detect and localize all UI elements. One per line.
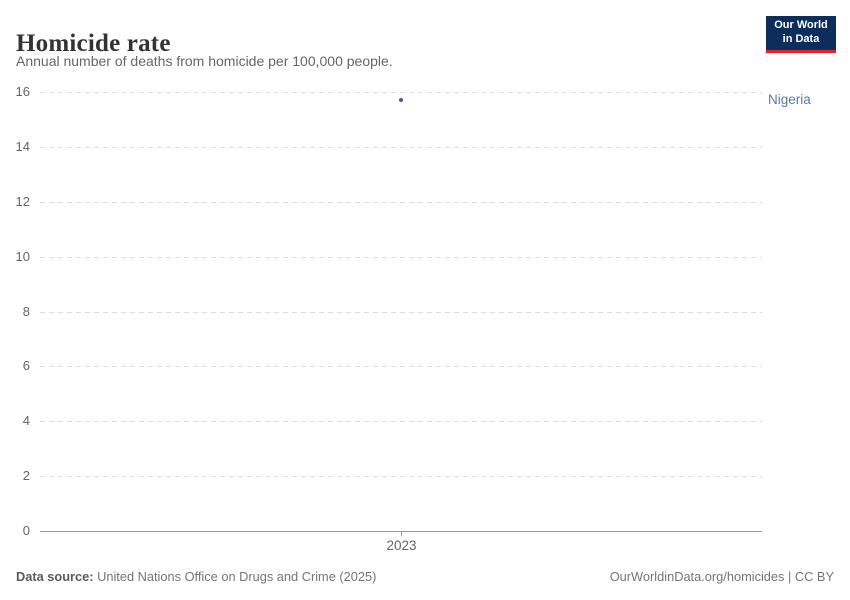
y-tick-label: 2 xyxy=(22,468,30,484)
gridline xyxy=(40,311,762,313)
entity-label[interactable]: Nigeria xyxy=(768,92,811,108)
footer-attribution-link[interactable]: OurWorldinData.org/homicides | CC BY xyxy=(609,569,834,584)
footer-source-text: United Nations Office on Drugs and Crime… xyxy=(93,569,377,584)
x-tick-mark xyxy=(401,531,402,536)
y-tick-label: 4 xyxy=(22,413,30,429)
gridline xyxy=(40,92,762,93)
page-subtitle: Annual number of deaths from homicide pe… xyxy=(16,53,393,69)
gridline xyxy=(40,366,762,368)
y-tick-label: 8 xyxy=(22,303,30,319)
owid-logo[interactable]: Our World in Data xyxy=(766,16,836,53)
gridline xyxy=(40,256,762,258)
footer-source: Data source: United Nations Office on Dr… xyxy=(16,569,376,584)
gridline xyxy=(40,476,762,478)
y-tick-label: 10 xyxy=(15,248,30,264)
y-tick-label: 6 xyxy=(22,358,30,374)
gridline xyxy=(40,201,762,203)
data-point[interactable] xyxy=(399,98,403,103)
gridline xyxy=(40,421,762,423)
owid-logo-line1: Our World xyxy=(774,19,828,31)
y-tick-label: 12 xyxy=(15,193,30,209)
page-title: Homicide rate xyxy=(16,29,171,57)
footer-source-label: Data source: xyxy=(16,569,94,584)
gridline xyxy=(40,146,762,148)
y-tick-label: 0 xyxy=(22,523,30,538)
y-tick-label: 16 xyxy=(15,84,30,99)
owid-logo-text: Our World in Data xyxy=(766,16,836,50)
y-tick-label: 14 xyxy=(15,138,30,154)
x-tick-label: 2023 xyxy=(386,538,417,553)
owid-logo-line2: in Data xyxy=(782,32,820,45)
owid-logo-red-bar xyxy=(766,50,836,53)
